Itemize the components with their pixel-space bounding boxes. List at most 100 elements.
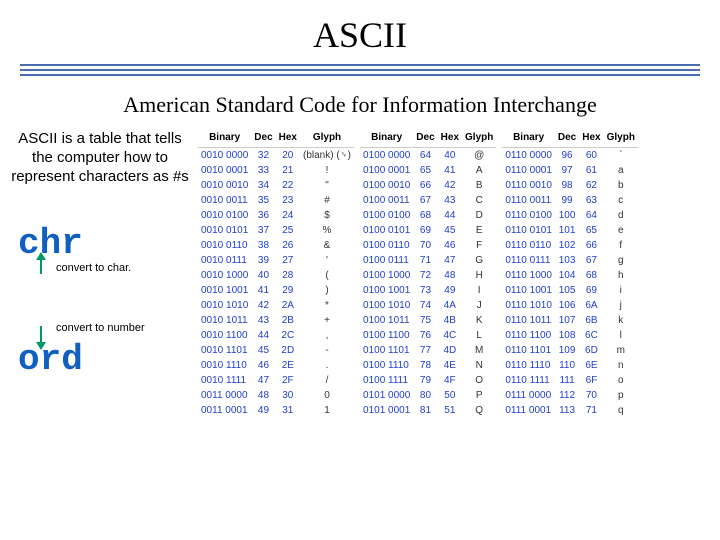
table-cell: , bbox=[300, 328, 354, 343]
table-header: Binary bbox=[502, 130, 555, 148]
table-cell: 0100 1101 bbox=[360, 343, 413, 358]
table-row: 0100 1011754BK bbox=[360, 313, 496, 328]
table-cell: 37 bbox=[251, 223, 275, 238]
table-cell: j bbox=[604, 298, 638, 313]
table-cell: 43 bbox=[251, 313, 275, 328]
table-row: 0110 11011096Dm bbox=[502, 343, 638, 358]
table-cell: 2A bbox=[276, 298, 300, 313]
table-row: 0010 1011432B+ bbox=[198, 313, 354, 328]
table-cell: 6B bbox=[579, 313, 603, 328]
table-cell: 24 bbox=[276, 208, 300, 223]
table-cell: h bbox=[604, 268, 638, 283]
table-cell: 23 bbox=[276, 193, 300, 208]
chr-caption-text: convert to char. bbox=[56, 262, 131, 274]
table-cell: 0101 0000 bbox=[360, 388, 413, 403]
description-text: ASCII is a table that tells the computer… bbox=[8, 130, 192, 186]
table-cell: 0111 0001 bbox=[502, 403, 555, 418]
table-cell: 0110 0110 bbox=[502, 238, 555, 253]
table-cell: 47 bbox=[438, 253, 462, 268]
table-cell: k bbox=[604, 313, 638, 328]
table-cell: 0100 1100 bbox=[360, 328, 413, 343]
table-cell: 0011 0001 bbox=[198, 403, 251, 418]
table-cell: 74 bbox=[413, 298, 437, 313]
table-row: 0110 11111116Fo bbox=[502, 373, 638, 388]
table-cell: 0100 1011 bbox=[360, 313, 413, 328]
table-cell: 0010 1001 bbox=[198, 283, 251, 298]
table-cell: K bbox=[462, 313, 496, 328]
table-cell: 49 bbox=[438, 283, 462, 298]
table-cell: 79 bbox=[413, 373, 437, 388]
table-cell: 0010 1010 bbox=[198, 298, 251, 313]
table-row: 0100 1110784EN bbox=[360, 358, 496, 373]
table-cell: 0010 0110 bbox=[198, 238, 251, 253]
table-row: 0011 000048300 bbox=[198, 388, 354, 403]
table-cell: 0100 1111 bbox=[360, 373, 413, 388]
chr-caption: convert to char. bbox=[8, 262, 192, 274]
table-cell: 2E bbox=[276, 358, 300, 373]
table-cell: 73 bbox=[413, 283, 437, 298]
table-cell: 0100 0100 bbox=[360, 208, 413, 223]
table-cell: 0010 1111 bbox=[198, 373, 251, 388]
table-cell: 0010 0011 bbox=[198, 193, 251, 208]
ord-block: convert to number ord bbox=[8, 322, 192, 378]
table-cell: 49 bbox=[251, 403, 275, 418]
table-cell: 0100 1110 bbox=[360, 358, 413, 373]
table-cell: 65 bbox=[579, 223, 603, 238]
table-cell: C bbox=[462, 193, 496, 208]
ascii-table-2: BinaryDecHexGlyph0100 00006440@0100 0001… bbox=[360, 130, 496, 418]
table-cell: 98 bbox=[555, 178, 579, 193]
table-cell: 0110 0011 bbox=[502, 193, 555, 208]
table-cell: 33 bbox=[251, 163, 275, 178]
table-row: 0110 100110569i bbox=[502, 283, 638, 298]
table-cell: 0100 1000 bbox=[360, 268, 413, 283]
table-cell: 0010 1110 bbox=[198, 358, 251, 373]
table-row: 0100 00016541A bbox=[360, 163, 496, 178]
table-cell: 2B bbox=[276, 313, 300, 328]
table-cell: O bbox=[462, 373, 496, 388]
table-cell: 41 bbox=[251, 283, 275, 298]
table-cell: ! bbox=[300, 163, 354, 178]
table-cell: 47 bbox=[251, 373, 275, 388]
table-cell: 63 bbox=[579, 193, 603, 208]
table-cell: 22 bbox=[276, 178, 300, 193]
table-cell: I bbox=[462, 283, 496, 298]
table-row: 0010 1110462E. bbox=[198, 358, 354, 373]
table-row: 0010 00113523# bbox=[198, 193, 354, 208]
table-cell: 45 bbox=[438, 223, 462, 238]
table-row: 0111 000011270p bbox=[502, 388, 638, 403]
table-cell: 50 bbox=[438, 388, 462, 403]
table-row: 0011 000149311 bbox=[198, 403, 354, 418]
table-cell: 6A bbox=[579, 298, 603, 313]
table-cell: 0010 1011 bbox=[198, 313, 251, 328]
table-cell: 38 bbox=[251, 238, 275, 253]
table-row: 0110 10101066Aj bbox=[502, 298, 638, 313]
table-cell: 70 bbox=[579, 388, 603, 403]
table-cell: 0100 1010 bbox=[360, 298, 413, 313]
table-cell: " bbox=[300, 178, 354, 193]
table-cell: 0010 0000 bbox=[198, 148, 251, 164]
table-row: 0111 000111371q bbox=[502, 403, 638, 418]
table-cell: 76 bbox=[413, 328, 437, 343]
table-row: 0010 00103422" bbox=[198, 178, 354, 193]
table-cell: - bbox=[300, 343, 354, 358]
table-header: Dec bbox=[413, 130, 437, 148]
table-row: 0010 1010422A* bbox=[198, 298, 354, 313]
table-cell: 48 bbox=[438, 268, 462, 283]
ascii-tables: BinaryDecHexGlyph0010 00003220(blank) (␠… bbox=[198, 130, 712, 418]
table-cell: 108 bbox=[555, 328, 579, 343]
table-row: 0010 00013321! bbox=[198, 163, 354, 178]
table-row: 0110 00119963c bbox=[502, 193, 638, 208]
ascii-table-1: BinaryDecHexGlyph0010 00003220(blank) (␠… bbox=[198, 130, 354, 418]
table-cell: 0100 0001 bbox=[360, 163, 413, 178]
table-cell: 34 bbox=[251, 178, 275, 193]
table-cell: 110 bbox=[555, 358, 579, 373]
table-cell: ) bbox=[300, 283, 354, 298]
table-cell: 0110 1100 bbox=[502, 328, 555, 343]
table-cell: 0100 0101 bbox=[360, 223, 413, 238]
table-cell: F bbox=[462, 238, 496, 253]
table-cell: 77 bbox=[413, 343, 437, 358]
table-cell: 43 bbox=[438, 193, 462, 208]
table-cell: 97 bbox=[555, 163, 579, 178]
ord-caption: convert to number bbox=[8, 322, 192, 334]
table-cell: + bbox=[300, 313, 354, 328]
